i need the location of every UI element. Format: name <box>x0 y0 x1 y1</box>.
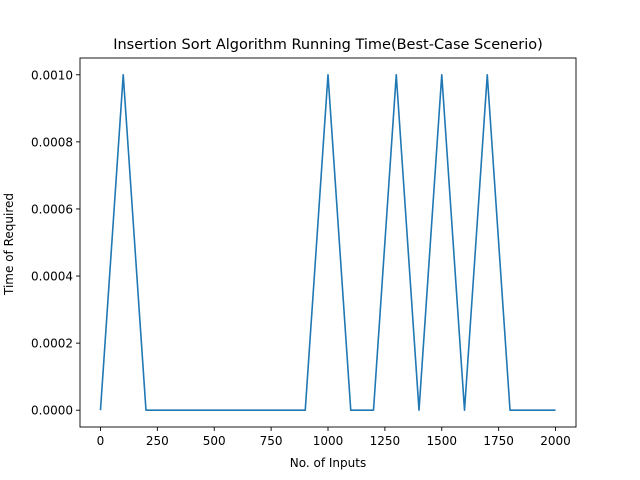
x-axis-label: No. of Inputs <box>290 456 366 470</box>
y-tick-label: 0.0004 <box>31 270 73 284</box>
plot-area: 0 250 500 750 1000 1250 1500 1750 2000 0.0000 0.00… <box>31 57 577 448</box>
chart-title: Insertion Sort Algorithm Running Time(Be… <box>113 37 543 53</box>
y-tick-label: 0.0006 <box>31 202 73 216</box>
x-tick-label: 500 <box>203 434 226 448</box>
series-line-0 <box>99 73 556 412</box>
y-tick-label: 0.0010 <box>31 68 73 82</box>
y-axis-label: Time of Required <box>2 193 16 296</box>
x-tick-label: 2000 <box>540 434 571 448</box>
y-tick-label: 0.0002 <box>31 337 73 351</box>
x-tick-label: 1500 <box>426 434 457 448</box>
x-tick-label: 750 <box>260 434 283 448</box>
x-tick-label: 250 <box>146 434 169 448</box>
x-tick-label: 1750 <box>483 434 514 448</box>
y-tick-label: 0.0008 <box>31 135 73 149</box>
x-tick-label: 0 <box>97 434 105 448</box>
x-tick-label: 1250 <box>370 434 401 448</box>
x-tick-label: 1000 <box>313 434 344 448</box>
y-tick-label: 0.0000 <box>31 404 73 418</box>
